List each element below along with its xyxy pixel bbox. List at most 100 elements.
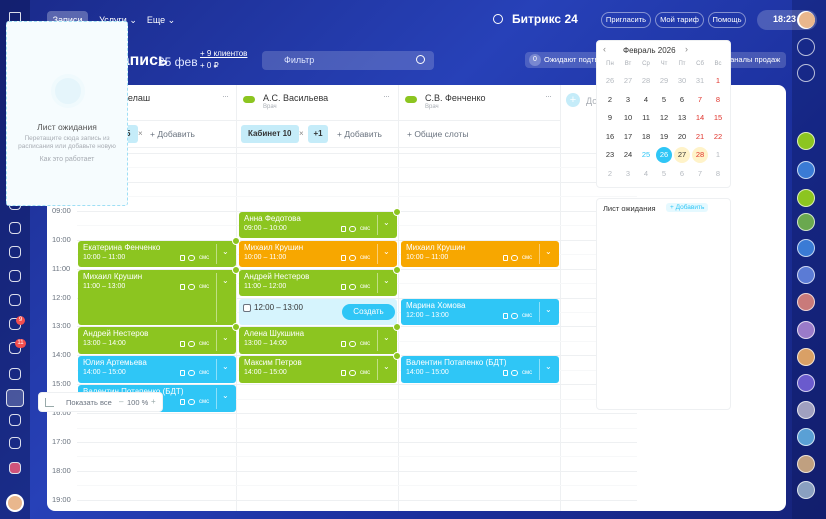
card-chevron[interactable]: ⌄ bbox=[383, 217, 390, 227]
expand-icon[interactable] bbox=[45, 398, 54, 407]
calendar-day[interactable]: 9 bbox=[607, 113, 613, 122]
calendar-day[interactable]: 1 bbox=[715, 76, 721, 85]
appointment-card[interactable]: Михаил Крушин 10:00 – 11:00 смс ⌄ bbox=[401, 240, 559, 268]
sidebar-icon[interactable] bbox=[9, 222, 21, 234]
zoom-in[interactable]: + bbox=[151, 397, 156, 406]
calendar-day[interactable]: 27 bbox=[674, 147, 690, 163]
calendar-day[interactable]: 27 bbox=[623, 76, 633, 85]
right-avatar[interactable] bbox=[797, 401, 815, 419]
zoom-out[interactable]: – bbox=[119, 397, 124, 406]
card-chevron[interactable]: ⌄ bbox=[383, 275, 390, 285]
add-resource-icon[interactable]: + bbox=[566, 93, 580, 107]
room-close[interactable]: × bbox=[299, 129, 304, 138]
appointment-card[interactable]: Алена Шукшина 13:00 – 14:00 смс ⌄ bbox=[239, 323, 401, 354]
add-room[interactable]: + Общие слоты bbox=[407, 129, 469, 139]
card-chevron[interactable]: ⌄ bbox=[222, 246, 229, 256]
appointment-card[interactable]: Валентин Потапенко (БДТ) 14:00 – 15:00 смс… bbox=[401, 356, 559, 383]
calendar-day[interactable]: 5 bbox=[661, 168, 667, 178]
resource-menu[interactable]: ··· bbox=[545, 91, 552, 101]
calendar-day[interactable]: 2 bbox=[607, 168, 613, 178]
appointment-card[interactable]: Максим Петров 14:00 – 15:00 смс ⌄ bbox=[239, 352, 401, 383]
calendar-day[interactable]: 29 bbox=[659, 76, 669, 85]
top-menu-item[interactable]: Услуги ⌄ bbox=[99, 15, 137, 25]
channels-button[interactable]: Каналы продаж bbox=[720, 52, 786, 68]
calendar-day[interactable]: 5 bbox=[661, 94, 667, 104]
card-chevron[interactable]: ⌄ bbox=[222, 333, 229, 343]
card-chevron[interactable]: ⌄ bbox=[222, 391, 229, 401]
room-more[interactable]: +1 bbox=[308, 125, 328, 143]
sidebar-icon[interactable] bbox=[9, 294, 21, 306]
time-pill[interactable]: 18:23 bbox=[757, 10, 817, 30]
right-avatar[interactable] bbox=[797, 213, 815, 231]
right-avatar[interactable] bbox=[797, 481, 815, 499]
calendar-day[interactable]: 1 bbox=[715, 150, 721, 159]
add-room[interactable]: + Добавить bbox=[337, 129, 382, 139]
waitlist-add[interactable]: + Добавить bbox=[666, 203, 709, 212]
calendar-day[interactable]: 17 bbox=[623, 131, 633, 141]
slot-checkbox[interactable] bbox=[243, 303, 251, 312]
show-all[interactable]: Показать все bbox=[66, 398, 112, 407]
card-chevron[interactable]: ⌄ bbox=[383, 362, 390, 372]
room-tag[interactable]: Кабинет 10 bbox=[241, 125, 299, 143]
room-close[interactable]: × bbox=[138, 129, 143, 138]
right-avatar[interactable] bbox=[797, 348, 815, 366]
sidebar-icon[interactable] bbox=[9, 368, 21, 380]
calendar-day[interactable]: 10 bbox=[623, 113, 633, 122]
calendar-day[interactable]: 2 bbox=[607, 94, 613, 104]
calendar-day[interactable]: 26 bbox=[605, 76, 615, 85]
calendar-day[interactable]: 15 bbox=[713, 113, 723, 122]
calendar-day[interactable]: 20 bbox=[677, 131, 687, 141]
appointment-card[interactable]: Андрей Нестеров 13:00 – 14:00 смс ⌄ bbox=[78, 323, 240, 354]
sidebar-icon[interactable] bbox=[9, 246, 21, 258]
right-avatar[interactable] bbox=[797, 293, 815, 311]
calendar-day[interactable]: 13 bbox=[677, 113, 687, 122]
calendar-day[interactable]: 6 bbox=[679, 94, 685, 104]
right-avatar[interactable] bbox=[797, 38, 815, 56]
sidebar-icon[interactable] bbox=[9, 414, 21, 426]
calendar-day[interactable]: 12 bbox=[659, 113, 669, 122]
calendar-day[interactable]: 8 bbox=[715, 168, 721, 178]
appointment-card[interactable]: Анна Федотова 09:00 – 10:00 смс ⌄ bbox=[239, 207, 401, 239]
user-avatar[interactable] bbox=[6, 494, 24, 512]
calendar-day[interactable]: 30 bbox=[677, 76, 687, 85]
card-chevron[interactable]: ⌄ bbox=[545, 362, 552, 372]
right-avatar[interactable] bbox=[797, 64, 815, 82]
appointment-card[interactable]: Юлия Артемьева 14:00 – 15:00 смс ⌄ bbox=[78, 356, 236, 383]
add-room[interactable]: + Добавить bbox=[150, 129, 195, 139]
calendar-day[interactable]: 16 bbox=[605, 131, 615, 141]
calendar-day[interactable]: 3 bbox=[625, 94, 631, 104]
calendar-day[interactable]: 4 bbox=[643, 94, 649, 104]
right-avatar[interactable] bbox=[797, 428, 815, 446]
right-avatar[interactable] bbox=[797, 189, 815, 207]
right-avatar[interactable] bbox=[797, 161, 815, 179]
calendar-day[interactable]: 26 bbox=[656, 147, 672, 163]
calendar-prev[interactable]: ‹ bbox=[603, 44, 606, 54]
card-chevron[interactable]: ⌄ bbox=[383, 333, 390, 343]
top-button[interactable]: Помощь bbox=[708, 12, 746, 28]
appointment-card[interactable]: Михаил Крушин 10:00 – 11:00 смс ⌄ bbox=[239, 240, 397, 268]
top-button[interactable]: Мой тариф bbox=[655, 12, 704, 28]
card-chevron[interactable]: ⌄ bbox=[222, 362, 229, 372]
card-chevron[interactable]: ⌄ bbox=[222, 275, 229, 285]
calendar-day[interactable]: 7 bbox=[697, 94, 703, 104]
top-menu-item[interactable]: Еще ⌄ bbox=[146, 15, 176, 25]
calendar-day[interactable]: 31 bbox=[695, 76, 705, 85]
calendar-day[interactable]: 25 bbox=[641, 150, 651, 159]
waitlist-help[interactable]: Как это работает bbox=[39, 156, 95, 163]
create-button[interactable]: Создать bbox=[342, 303, 395, 320]
resource-menu[interactable]: ··· bbox=[383, 91, 390, 101]
sidebar-icon[interactable] bbox=[9, 437, 21, 449]
calendar-day[interactable]: 18 bbox=[641, 131, 651, 141]
card-chevron[interactable]: ⌄ bbox=[383, 246, 390, 256]
calendar-next[interactable]: › bbox=[685, 44, 688, 54]
card-chevron[interactable]: ⌄ bbox=[545, 304, 552, 314]
appointment-card[interactable]: Михаил Крушин 11:00 – 13:00 смс ⌄ bbox=[78, 265, 240, 325]
search-icon[interactable] bbox=[493, 14, 503, 24]
calendar-day[interactable]: 24 bbox=[623, 150, 633, 159]
appointment-card[interactable]: Андрей Нестеров 11:00 – 12:00 смс ⌄ bbox=[239, 265, 401, 296]
calendar-day[interactable]: 28 bbox=[692, 147, 708, 163]
calendar-day[interactable]: 22 bbox=[713, 131, 723, 141]
sidebar-icon[interactable] bbox=[9, 462, 21, 474]
resource-toggle[interactable] bbox=[405, 96, 417, 103]
calendar-day[interactable]: 6 bbox=[679, 168, 685, 178]
